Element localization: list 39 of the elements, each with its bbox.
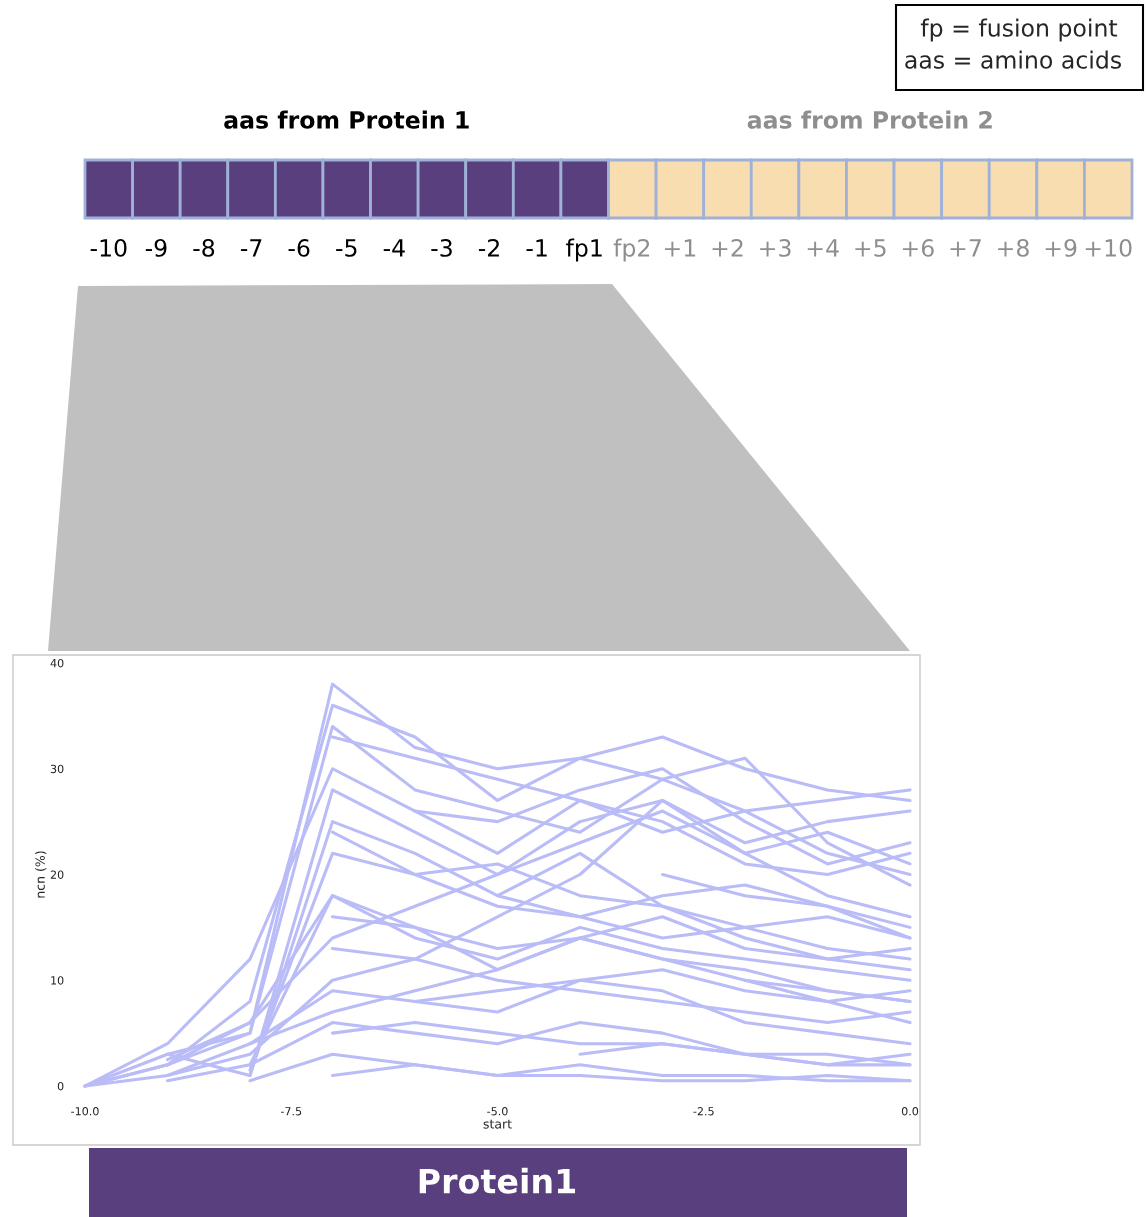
category-label: +8 [998, 238, 1029, 257]
category-label: +2 [712, 238, 743, 257]
category-label: +5 [855, 239, 886, 257]
x-axis-title: start [483, 1119, 512, 1129]
category-label: -3 [431, 238, 452, 257]
text: aas = amino acids [905, 50, 1121, 69]
category-label: +3 [760, 238, 791, 257]
text: Protein1 [419, 1167, 576, 1194]
category-label: +9 [1045, 238, 1077, 257]
category-label: +1 [664, 239, 696, 257]
category-label: -2 [478, 238, 499, 257]
category-label: -9 [145, 238, 167, 257]
text: aas from Protein 1 [224, 110, 469, 129]
x-tick-label: -7.5 [280, 1107, 302, 1116]
category-label: fp2 [613, 238, 650, 262]
category-label: -8 [193, 238, 215, 257]
category-label: -6 [288, 238, 310, 257]
category-label: +10 [1085, 238, 1132, 257]
y-axis-title: ncn (%) [35, 851, 47, 898]
y-tick-label: 20 [50, 870, 64, 879]
category-label: +7 [950, 239, 981, 257]
text: aas from Protein 2 [747, 110, 992, 129]
category-label: -4 [383, 239, 405, 257]
y-tick-label: 0 [57, 1081, 64, 1091]
category-label: -5 [336, 239, 357, 257]
text: fp = fusion point [920, 18, 1118, 42]
category-label: -7 [240, 239, 262, 257]
category-label: +6 [902, 238, 934, 257]
category-label: -1 [526, 239, 547, 257]
x-tick-label: 0.0 [901, 1107, 919, 1116]
x-tick-label: -2.5 [693, 1107, 714, 1116]
category-label: fp1 [566, 238, 602, 262]
category-label: +4 [807, 239, 839, 257]
x-tick-label: -10.0 [71, 1107, 99, 1116]
y-tick-label: 40 [50, 658, 64, 668]
y-tick-label: 10 [51, 976, 64, 985]
category-label: -10 [90, 238, 127, 257]
x-tick-label: -5.0 [487, 1107, 508, 1116]
y-tick-label: 30 [50, 764, 64, 774]
